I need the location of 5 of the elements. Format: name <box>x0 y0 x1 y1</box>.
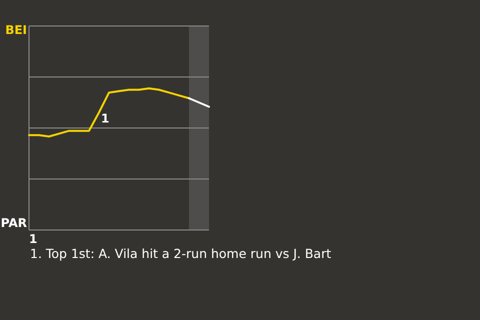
text: 1 <box>29 232 38 246</box>
text: 1. Top 1st: A. Vila hit a 2-run home run vs J. Bart <box>30 246 332 261</box>
text: PAR <box>0 216 27 230</box>
annotation: 1 <box>101 112 110 126</box>
text: BEI <box>5 23 27 37</box>
